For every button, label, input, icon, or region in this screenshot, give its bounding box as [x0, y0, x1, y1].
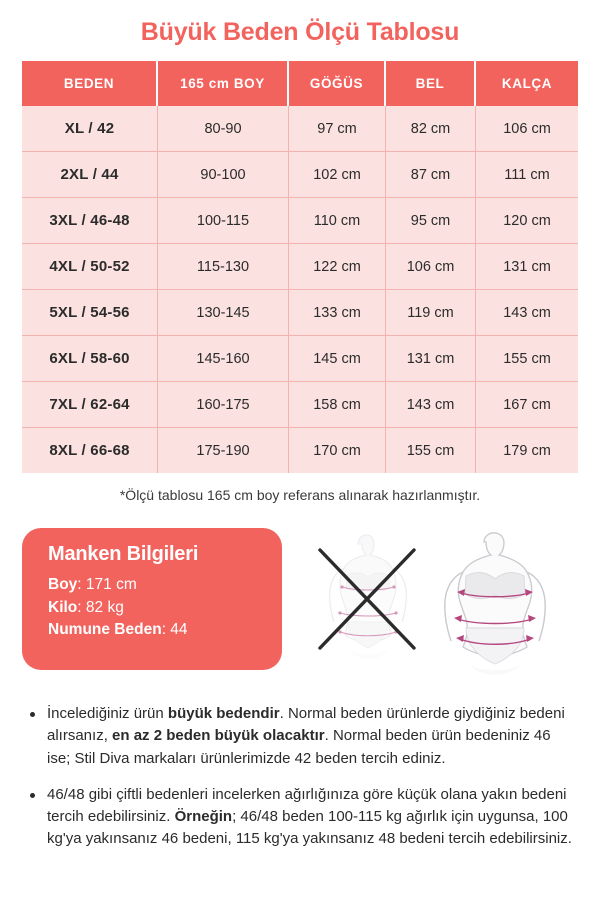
table-row: 7XL / 62-64 160-175 158 cm 143 cm 167 cm — [22, 382, 578, 428]
table-cell-boy: 90-100 — [158, 152, 289, 198]
bullet-dot-icon — [30, 792, 35, 798]
table-header-cell-2: GÖĞÜS — [289, 61, 386, 106]
table-row: 3XL / 46-48 100-115 110 cm 95 cm 120 cm — [22, 198, 578, 244]
table-cell-boy: 80-90 — [158, 106, 289, 152]
table-row: 2XL / 44 90-100 102 cm 87 cm 111 cm — [22, 152, 578, 198]
table-cell-bel: 131 cm — [386, 336, 476, 382]
plus-size-body-figure-icon — [444, 532, 546, 675]
table-cell-bel: 106 cm — [386, 244, 476, 290]
table-footnote: *Ölçü tablosu 165 cm boy referans alınar… — [119, 487, 481, 503]
slim-body-figure-icon — [329, 534, 407, 660]
table-cell-kalca: 143 cm — [476, 290, 578, 336]
model-sample-size-value: : 44 — [161, 621, 188, 639]
table-body: XL / 42 80-90 97 cm 82 cm 106 cm 2XL / 44 90-1… — [22, 106, 578, 473]
table-cell-bel: 82 cm — [386, 106, 476, 152]
table-cell-gogus: 110 cm — [289, 198, 386, 244]
note-text: 46/48 gibi çiftli bedenleri incelerken a… — [47, 785, 572, 848]
table-cell-boy: 130-145 — [158, 290, 289, 336]
table-header-cell-3: BEL — [386, 61, 476, 106]
table-cell-kalca: 111 cm — [476, 152, 578, 198]
table-cell-beden: XL / 42 — [22, 106, 158, 152]
table-cell-boy: 100-115 — [158, 198, 289, 244]
page-title: Büyük Beden Ölçü Tablosu — [140, 18, 460, 46]
table-cell-boy: 160-175 — [158, 382, 289, 428]
table-cell-boy: 175-190 — [158, 428, 289, 473]
table-cell-kalca: 131 cm — [476, 244, 578, 290]
notes-list: İncelediğiniz ürün büyük bedendir. Norma… — [26, 703, 574, 850]
table-header-cell-4: KALÇA — [476, 61, 578, 106]
model-height-row: Boy: 171 cm — [48, 574, 282, 596]
model-height-label: Boy — [48, 576, 78, 594]
model-info-heading: Manken Bilgileri — [48, 543, 199, 566]
model-info-card: Manken Bilgileri Boy: 171 cm Kilo: 82 kg… — [22, 528, 282, 671]
table-cell-beden: 6XL / 58-60 — [22, 336, 158, 382]
table-cell-beden: 2XL / 44 — [22, 152, 158, 198]
table-cell-bel: 95 cm — [386, 198, 476, 244]
table-row: XL / 42 80-90 97 cm 82 cm 106 cm — [22, 106, 578, 152]
table-cell-kalca: 179 cm — [476, 428, 578, 473]
table-cell-beden: 3XL / 46-48 — [22, 198, 158, 244]
table-cell-beden: 7XL / 62-64 — [22, 382, 158, 428]
table-row: 5XL / 54-56 130-145 133 cm 119 cm 143 cm — [22, 290, 578, 336]
table-cell-bel: 87 cm — [386, 152, 476, 198]
table-header-cell-1: 165 cm BOY — [158, 61, 289, 106]
table-cell-gogus: 158 cm — [289, 382, 386, 428]
table-cell-beden: 5XL / 54-56 — [22, 290, 158, 336]
note-text: İncelediğiniz ürün büyük bedendir. Norma… — [47, 705, 565, 767]
cross-out-icon — [318, 548, 416, 650]
table-cell-boy: 145-160 — [158, 336, 289, 382]
table-cell-bel: 119 cm — [386, 290, 476, 336]
table-cell-gogus: 145 cm — [289, 336, 386, 382]
table-cell-boy: 115-130 — [158, 244, 289, 290]
model-sample-size-row: Numune Beden: 44 — [48, 619, 282, 641]
model-weight-label: Kilo — [48, 598, 78, 616]
table-cell-beden: 8XL / 66-68 — [22, 428, 158, 473]
size-table: BEDEN 165 cm BOY GÖĞÜS BEL KALÇA XL / 42 80-9… — [22, 61, 578, 473]
table-cell-kalca: 106 cm — [476, 106, 578, 152]
table-cell-kalca: 167 cm — [476, 382, 578, 428]
table-cell-gogus: 122 cm — [289, 244, 386, 290]
measurement-lines — [457, 592, 533, 646]
body-figures — [300, 522, 590, 682]
table-cell-gogus: 170 cm — [289, 428, 386, 473]
note-item-1: 46/48 gibi çiftli bedenleri incelerken a… — [26, 784, 574, 851]
table-cell-bel: 143 cm — [386, 382, 476, 428]
size-table-container: BEDEN 165 cm BOY GÖĞÜS BEL KALÇA XL / 42 80-9… — [22, 61, 578, 473]
model-and-figures-section: Manken Bilgileri Boy: 171 cm Kilo: 82 kg… — [0, 514, 600, 689]
measurement-lines — [339, 586, 397, 637]
bullet-dot-icon — [30, 712, 35, 718]
table-header-cell-0: BEDEN — [22, 61, 158, 106]
table-cell-kalca: 155 cm — [476, 336, 578, 382]
table-cell-gogus: 133 cm — [289, 290, 386, 336]
model-sample-size-label: Numune Beden — [48, 621, 162, 639]
model-weight-value: : 82 kg — [77, 598, 124, 616]
table-cell-gogus: 97 cm — [289, 106, 386, 152]
table-row: 4XL / 50-52 115-130 122 cm 106 cm 131 cm — [22, 244, 578, 290]
table-cell-kalca: 120 cm — [476, 198, 578, 244]
model-weight-row: Kilo: 82 kg — [48, 597, 282, 619]
table-cell-beden: 4XL / 50-52 — [22, 244, 158, 290]
table-row: 8XL / 66-68 175-190 170 cm 155 cm 179 cm — [22, 428, 578, 473]
note-item-0: İncelediğiniz ürün büyük bedendir. Norma… — [26, 703, 574, 770]
table-cell-bel: 155 cm — [386, 428, 476, 473]
table-header-row: BEDEN 165 cm BOY GÖĞÜS BEL KALÇA — [22, 61, 578, 106]
model-height-value: : 171 cm — [77, 576, 137, 594]
table-row: 6XL / 58-60 145-160 145 cm 131 cm 155 cm — [22, 336, 578, 382]
table-cell-gogus: 102 cm — [289, 152, 386, 198]
